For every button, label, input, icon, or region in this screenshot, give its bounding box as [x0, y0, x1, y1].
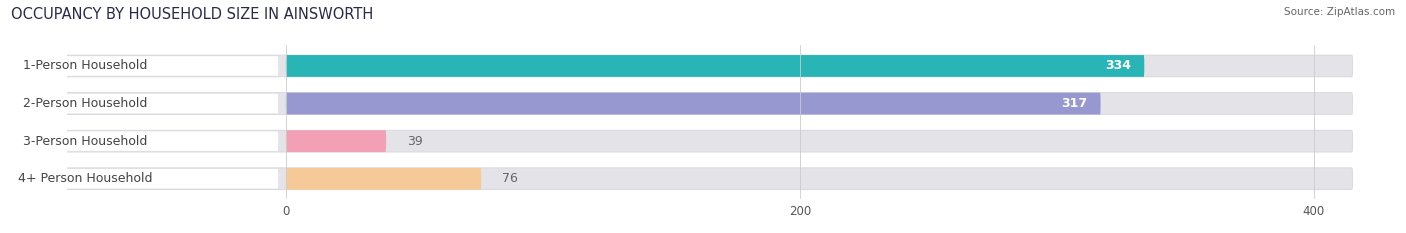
FancyBboxPatch shape — [0, 55, 1353, 77]
Text: OCCUPANCY BY HOUSEHOLD SIZE IN AINSWORTH: OCCUPANCY BY HOUSEHOLD SIZE IN AINSWORTH — [11, 7, 374, 22]
FancyBboxPatch shape — [0, 93, 1353, 114]
Text: 3-Person Household: 3-Person Household — [24, 135, 148, 148]
FancyBboxPatch shape — [0, 168, 1353, 190]
Text: 39: 39 — [406, 135, 422, 148]
FancyBboxPatch shape — [285, 93, 1101, 114]
FancyBboxPatch shape — [0, 56, 278, 76]
FancyBboxPatch shape — [0, 131, 278, 151]
FancyBboxPatch shape — [285, 130, 387, 152]
Text: 1-Person Household: 1-Person Household — [24, 59, 148, 72]
Text: 76: 76 — [502, 172, 517, 185]
Text: 334: 334 — [1105, 59, 1132, 72]
Text: Source: ZipAtlas.com: Source: ZipAtlas.com — [1284, 7, 1395, 17]
FancyBboxPatch shape — [285, 55, 1144, 77]
Text: 2-Person Household: 2-Person Household — [24, 97, 148, 110]
FancyBboxPatch shape — [0, 130, 1353, 152]
Text: 4+ Person Household: 4+ Person Household — [18, 172, 153, 185]
FancyBboxPatch shape — [285, 168, 481, 190]
Text: 317: 317 — [1062, 97, 1088, 110]
FancyBboxPatch shape — [0, 94, 278, 113]
FancyBboxPatch shape — [0, 169, 278, 188]
